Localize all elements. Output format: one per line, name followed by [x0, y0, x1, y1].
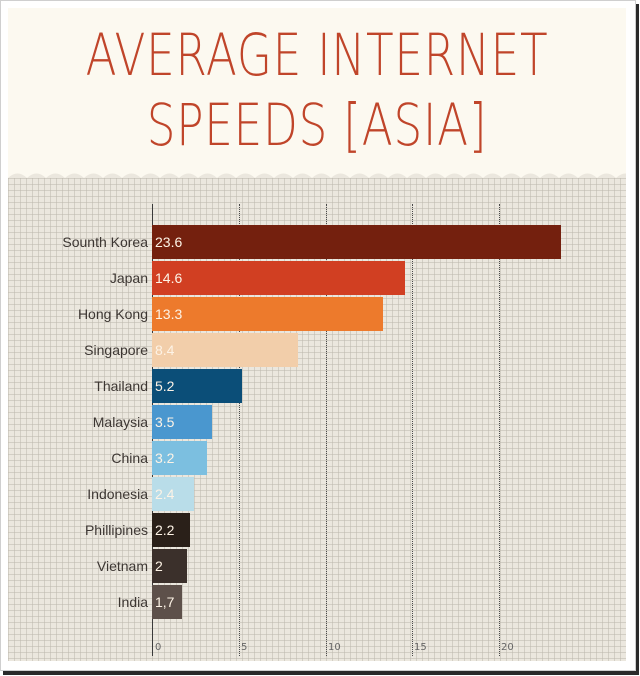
bar: 3.5: [152, 405, 212, 439]
x-tick-20: 20: [501, 642, 514, 653]
bar: 8.4: [152, 333, 298, 367]
scalloped-edge: [8, 168, 626, 178]
bar-value: 5.2: [155, 378, 175, 394]
chart-title: AVERAGE INTERNET SPEEDS [ASIA]: [8, 8, 626, 160]
bar: 2.2: [152, 513, 190, 547]
gridline-10: [326, 204, 327, 656]
bar-label: China: [111, 450, 148, 466]
bar: 23.6: [152, 225, 561, 259]
header: AVERAGE INTERNET SPEEDS [ASIA]: [8, 8, 626, 176]
gridline-5: [239, 204, 240, 656]
bar-label: Malaysia: [92, 414, 148, 430]
bar-label: Singapore: [84, 342, 148, 358]
bar: 13.3: [152, 297, 383, 331]
bar-label: Hong Kong: [77, 306, 148, 322]
bar: 2: [152, 549, 187, 583]
bar: 1,7: [152, 585, 182, 619]
title-line-1: AVERAGE INTERNET: [85, 21, 549, 89]
x-tick-15: 15: [414, 642, 427, 653]
bar-value: 1,7: [155, 594, 175, 610]
bar-value: 14.6: [155, 270, 183, 286]
bar-label: Indonesia: [87, 486, 148, 502]
bar: 3.2: [152, 441, 207, 475]
x-tick-10: 10: [328, 642, 341, 653]
bar-label: Thailand: [94, 378, 148, 394]
bar-label: Japan: [109, 270, 148, 286]
bar: 2.4: [152, 477, 194, 511]
title-line-2: SPEEDS [ASIA]: [146, 91, 488, 159]
bar-label: India: [117, 594, 148, 610]
bar-label: Phillipines: [84, 522, 148, 538]
gridline-15: [412, 204, 413, 656]
bar-value: 2.4: [155, 486, 175, 502]
x-tick-0: 0: [155, 642, 162, 653]
gridline-20: [499, 204, 500, 656]
bar: 14.6: [152, 261, 405, 295]
bar-value: 3.5: [155, 414, 175, 430]
bar-label: Sounth Korea: [62, 234, 148, 250]
bar-value: 23.6: [155, 234, 183, 250]
bar-label: Vietnam: [96, 558, 148, 574]
bar: 5.2: [152, 369, 242, 403]
bar-value: 2: [155, 558, 163, 574]
bar-value: 2.2: [155, 522, 175, 538]
x-tick-5: 5: [241, 642, 248, 653]
bar-value: 13.3: [155, 306, 183, 322]
bar-value: 3.2: [155, 450, 175, 466]
bar-value: 8.4: [155, 342, 175, 358]
